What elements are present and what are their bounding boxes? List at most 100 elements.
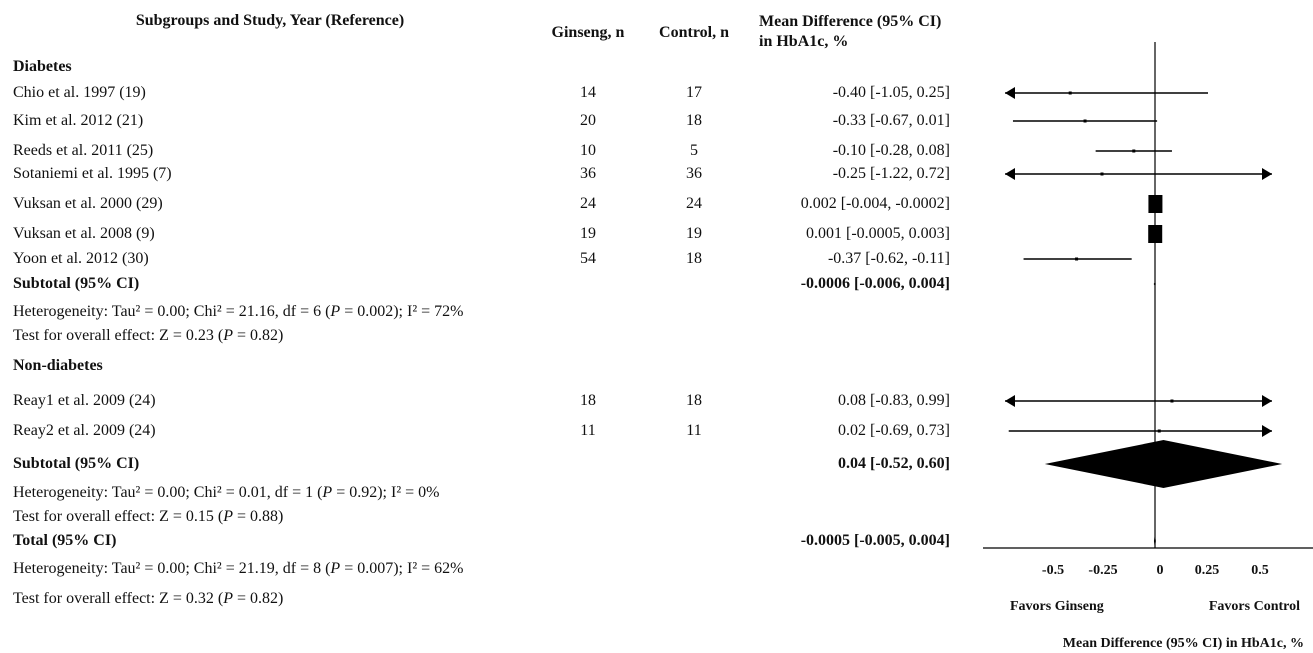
study-ci: -0.40 [-1.05, 0.25] bbox=[832, 84, 950, 101]
ginseng-n: 19 bbox=[580, 225, 596, 242]
header-md-line1: Mean Difference (95% CI) bbox=[759, 13, 942, 30]
overall-effect-text-pre: Test for overall effect: Z = 0.15 ( bbox=[13, 508, 224, 525]
favors-ginseng-label: Favors Ginseng bbox=[1010, 599, 1104, 614]
x-tick-label: 0.25 bbox=[1195, 563, 1220, 578]
ci-arrow-right bbox=[1262, 168, 1272, 180]
subtotal-diamond bbox=[1044, 440, 1283, 488]
control-n: 19 bbox=[686, 225, 702, 242]
control-n: 5 bbox=[690, 142, 698, 159]
control-n: 17 bbox=[686, 84, 702, 101]
ginseng-n: 24 bbox=[580, 195, 596, 212]
study-label: Chio et al. 1997 (19) bbox=[13, 84, 146, 101]
point-estimate bbox=[1148, 225, 1163, 243]
study-label: Vuksan et al. 2000 (29) bbox=[13, 195, 163, 212]
study-label: Reeds et al. 2011 (25) bbox=[13, 142, 154, 159]
overall-effect-text-post: = 0.88) bbox=[232, 508, 284, 525]
study-ci: -0.37 [-0.62, -0.11] bbox=[827, 250, 950, 267]
ginseng-n: 10 bbox=[580, 142, 596, 159]
point-estimate bbox=[1148, 195, 1163, 213]
subtotal-ci: 0.04 [-0.52, 0.60] bbox=[838, 455, 950, 472]
total-heterogeneity-text-pre: Heterogeneity: Tau² = 0.00; Chi² = 21.19… bbox=[13, 560, 331, 577]
study-ci: 0.001 [-0.0005, 0.003] bbox=[806, 225, 950, 242]
favors-control-label: Favors Control bbox=[1208, 599, 1300, 614]
ginseng-n: 18 bbox=[580, 392, 596, 409]
study-label: Vuksan et al. 2008 (9) bbox=[13, 225, 155, 242]
point-estimate bbox=[1170, 399, 1174, 403]
ginseng-n: 11 bbox=[580, 422, 596, 439]
point-estimate bbox=[1068, 91, 1072, 95]
x-tick-label: -0.5 bbox=[1042, 563, 1064, 578]
ginseng-n: 20 bbox=[580, 112, 596, 129]
ginseng-n: 14 bbox=[580, 84, 596, 101]
subtotal-label: Subtotal (95% CI) bbox=[13, 275, 140, 292]
subtotal-diamond bbox=[1153, 282, 1156, 286]
subtotal-label: Subtotal (95% CI) bbox=[13, 455, 140, 472]
total-heterogeneity-text-p: P bbox=[330, 560, 341, 577]
header-control: Control, n bbox=[659, 24, 729, 41]
heterogeneity-text: Heterogeneity: Tau² = 0.00; Chi² = 0.01,… bbox=[13, 484, 439, 502]
study-ci: 0.002 [-0.004, -0.0002] bbox=[800, 195, 950, 212]
ci-arrow-left bbox=[1005, 395, 1015, 407]
heterogeneity-text-pre: Heterogeneity: Tau² = 0.00; Chi² = 0.01,… bbox=[13, 484, 323, 501]
point-estimate bbox=[1157, 429, 1161, 433]
control-n: 18 bbox=[686, 392, 702, 409]
study-label: Kim et al. 2012 (21) bbox=[13, 112, 144, 129]
overall-effect-text: Test for overall effect: Z = 0.15 (P = 0… bbox=[13, 508, 283, 526]
overall-effect-text-post: = 0.82) bbox=[232, 327, 284, 344]
control-n: 18 bbox=[686, 112, 702, 129]
study-label: Sotaniemi et al. 1995 (7) bbox=[13, 165, 172, 182]
total-heterogeneity-text-post: = 0.007); I² = 62% bbox=[340, 560, 464, 577]
heterogeneity-text: Heterogeneity: Tau² = 0.00; Chi² = 21.16… bbox=[13, 303, 463, 321]
overall-effect-text: Test for overall effect: Z = 0.23 (P = 0… bbox=[13, 327, 283, 345]
total-overall-effect-text: Test for overall effect: Z = 0.32 (P = 0… bbox=[13, 590, 283, 608]
study-label: Yoon et al. 2012 (30) bbox=[13, 250, 149, 267]
control-n: 24 bbox=[686, 195, 702, 212]
heterogeneity-text-post: = 0.002); I² = 72% bbox=[340, 303, 464, 320]
total-overall-effect-text-post: = 0.82) bbox=[232, 590, 284, 607]
ci-arrow-right bbox=[1262, 395, 1272, 407]
study-label: Reay2 et al. 2009 (24) bbox=[13, 422, 156, 439]
header-study: Subgroups and Study, Year (Reference) bbox=[135, 12, 405, 29]
total-overall-effect-text-pre: Test for overall effect: Z = 0.32 ( bbox=[13, 590, 224, 607]
header-md-line2: in HbA1c, % bbox=[759, 33, 849, 50]
point-estimate bbox=[1083, 119, 1087, 123]
heterogeneity-text-p: P bbox=[322, 484, 333, 501]
study-ci: 0.02 [-0.69, 0.73] bbox=[838, 422, 950, 439]
subgroup-title: Diabetes bbox=[13, 58, 72, 75]
overall-effect-text-p: P bbox=[223, 327, 233, 344]
total-ci: -0.0005 [-0.005, 0.004] bbox=[800, 532, 950, 549]
total-heterogeneity-text: Heterogeneity: Tau² = 0.00; Chi² = 21.19… bbox=[13, 560, 463, 578]
point-estimate bbox=[1100, 172, 1104, 176]
heterogeneity-text-post: = 0.92); I² = 0% bbox=[332, 484, 440, 501]
heterogeneity-text-p: P bbox=[330, 303, 341, 320]
overall-effect-text-p: P bbox=[223, 508, 233, 525]
point-estimate bbox=[1075, 257, 1079, 261]
header-ginseng: Ginseng, n bbox=[551, 24, 625, 41]
point-estimate bbox=[1132, 149, 1136, 153]
ginseng-n: 36 bbox=[580, 165, 596, 182]
total-diamond bbox=[1153, 534, 1156, 548]
x-tick-label: -0.25 bbox=[1088, 563, 1117, 578]
ci-arrow-left bbox=[1005, 168, 1015, 180]
overall-effect-text-pre: Test for overall effect: Z = 0.23 ( bbox=[13, 327, 224, 344]
control-n: 11 bbox=[686, 422, 702, 439]
study-ci: -0.25 [-1.22, 0.72] bbox=[832, 165, 950, 182]
study-label: Reay1 et al. 2009 (24) bbox=[13, 392, 156, 409]
ci-arrow-right bbox=[1262, 425, 1272, 437]
study-ci: 0.08 [-0.83, 0.99] bbox=[838, 392, 950, 409]
x-tick-label: 0 bbox=[1157, 563, 1164, 578]
control-n: 36 bbox=[686, 165, 702, 182]
control-n: 18 bbox=[686, 250, 702, 267]
x-tick-label: 0.5 bbox=[1251, 563, 1269, 578]
heterogeneity-text-pre: Heterogeneity: Tau² = 0.00; Chi² = 21.16… bbox=[13, 303, 331, 320]
ci-arrow-left bbox=[1005, 87, 1015, 99]
total-label: Total (95% CI) bbox=[13, 532, 117, 549]
study-ci: -0.33 [-0.67, 0.01] bbox=[832, 112, 950, 129]
study-ci: -0.10 [-0.28, 0.08] bbox=[832, 142, 950, 159]
x-axis-label: Mean Difference (95% CI) in HbA1c, % bbox=[1062, 636, 1304, 651]
subtotal-ci: -0.0006 [-0.006, 0.004] bbox=[800, 275, 950, 292]
ginseng-n: 54 bbox=[580, 250, 596, 267]
total-overall-effect-text-p: P bbox=[223, 590, 233, 607]
subgroup-title: Non-diabetes bbox=[13, 357, 103, 374]
